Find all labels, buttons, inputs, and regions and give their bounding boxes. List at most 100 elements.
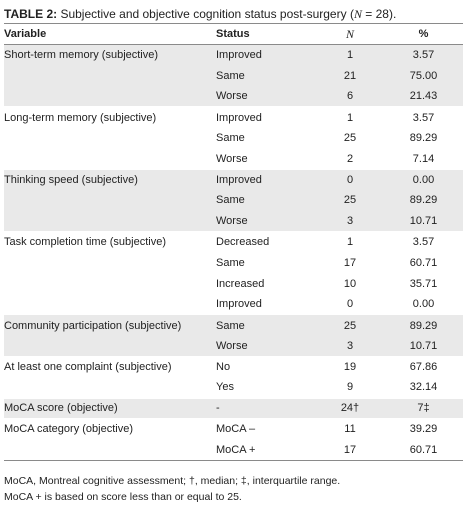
cell-n: 10 [343,277,357,290]
cell-percent: 89.29 [409,132,438,145]
cell-variable [4,377,216,398]
header-n: N [316,23,384,45]
cell-n: 17 [343,256,357,269]
cell-n: 17 [316,439,384,461]
cell-status: Same [216,65,316,87]
cell-percent: 21.43 [384,86,463,107]
cell-variable [4,210,216,232]
cell-percent: 3.57 [384,231,463,253]
cell-status: Worse [216,210,316,232]
cell-status: MoCA + [216,439,316,461]
cell-percent: 7.14 [412,152,435,165]
cell-status: MoCA – [216,418,316,440]
cell-n: 25 [343,132,357,145]
header-status: Status [216,23,316,45]
cell-variable: MoCA category (objective) [4,418,216,440]
table-row: Same 25 89.29 [4,190,463,211]
table-row: Community participation (subjective) Same… [4,314,463,336]
cell-percent: 10.71 [384,335,463,357]
header-variable: Variable [4,23,216,45]
table-row: Increased 10 35.71 [4,273,463,294]
table-row: Same 21 75.00 [4,65,463,87]
cell-variable: Task completion time (subjective) [4,231,216,253]
table-row: Yes 9 32.14 [4,377,463,398]
table-row: Improved 0 0.00 [4,294,463,315]
cell-n: 24† [316,397,384,419]
table-row: MoCA +17 60.71 [4,439,463,461]
cell-n: 21 [316,65,384,87]
cell-n: 1 [316,231,384,253]
caption-n-symbol: N [353,7,362,21]
cell-status: Increased [216,277,265,290]
cell-status: Same [216,256,245,269]
caption-label: TABLE 2: [4,7,58,21]
caption-text: Subjective and objective cognition statu… [57,7,354,21]
cell-n: 3 [316,210,384,232]
cell-variable [4,190,216,211]
caption-n-value: = 28). [361,7,397,21]
cell-percent: 10.71 [384,210,463,232]
cell-status: Improved [216,106,316,128]
table-figure: TABLE 2: Subjective and objective cognit… [4,0,467,505]
cell-n: 0 [346,298,354,311]
cell-variable: At least one complaint (subjective) [4,355,216,378]
cell-variable [4,252,216,273]
cell-variable [4,65,216,87]
cell-status: Same [216,314,316,336]
cell-percent: 3.57 [384,106,463,128]
cell-status: Same [216,132,245,145]
cell-variable: MoCA score (objective) [4,397,216,419]
cell-percent: 35.71 [409,277,438,290]
cell-percent: 0.00 [412,298,435,311]
cell-percent: 0.00 [384,168,463,191]
cell-n: 1 [316,106,384,128]
table-row: MoCA category (objective) MoCA –11 39.29 [4,418,463,440]
cell-percent: 39.29 [384,418,463,440]
cell-variable: Short-term memory (subjective) [4,44,216,66]
cell-variable: Long-term memory (subjective) [4,106,216,128]
cell-n: 0 [316,168,384,191]
cell-status: Worse [216,86,316,107]
cell-n: 25 [316,190,384,211]
table-row: Worse 3 10.71 [4,335,463,357]
cell-variable [4,273,216,294]
cell-n: 2 [346,152,354,165]
cell-n: 11 [316,418,384,440]
table-notes: MoCA, Montreal cognitive assessment; †, … [4,473,467,505]
cell-variable [4,335,216,357]
table-row: Thinking speed (subjective) Improved 0 0.00 [4,168,463,191]
cell-variable [4,128,216,149]
cell-variable [4,294,216,315]
cell-percent: 32.14 [409,381,438,394]
cell-percent: 3.57 [384,44,463,66]
table-row: Short-term memory (subjective) Improved 1 3… [4,44,463,66]
cell-n: 9 [346,381,354,394]
cell-n: 3 [316,335,384,357]
cell-percent: 60.71 [409,256,438,269]
cell-variable [4,148,216,169]
table-row: Worse 3 10.71 [4,210,463,232]
cell-status: No [216,355,316,378]
cell-status: Same [216,190,316,211]
cell-variable: Thinking speed (subjective) [4,168,216,191]
cell-status: Worse [216,335,316,357]
table-caption: TABLE 2: Subjective and objective cognit… [4,0,467,23]
table-row: Same 25 89.29 [4,128,463,149]
cell-percent: 67.86 [384,355,463,378]
cell-variable [4,439,216,461]
cell-n: 6 [316,86,384,107]
cell-status: - [216,397,316,419]
cell-status: Decreased [216,231,316,253]
cell-n: 1 [316,44,384,66]
note-moca-threshold: MoCA + is based on score less than or eq… [4,490,242,503]
cell-percent: 60.71 [384,439,463,461]
cell-status: Improved [216,298,262,311]
table-row: Task completion time (subjective) Decreas… [4,231,463,253]
cell-percent: 89.29 [384,190,463,211]
table-row: Long-term memory (subjective) Improved 1 3.… [4,106,463,128]
cell-status: Yes [216,381,234,394]
header-row: Variable Status N % [4,23,463,45]
cell-variable [4,86,216,107]
cell-status: Worse [216,152,248,165]
cell-variable: Community participation (subjective) [4,314,216,336]
